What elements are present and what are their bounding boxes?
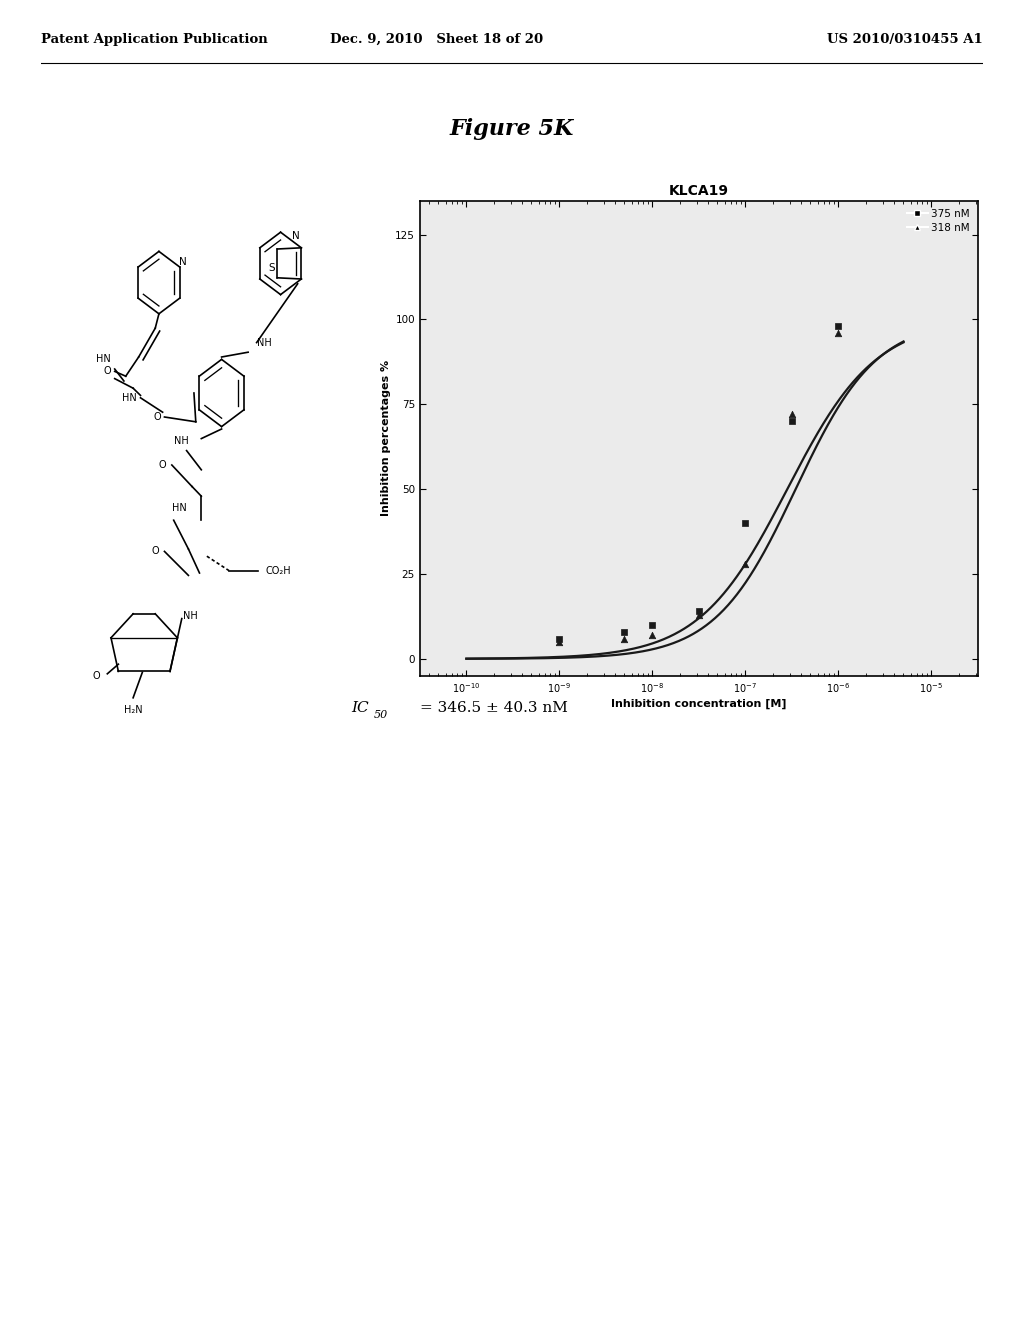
Point [691,601,708,622]
Text: S: S [268,263,275,273]
Text: US 2010/0310455 A1: US 2010/0310455 A1 [827,33,983,46]
Point [737,512,754,533]
Point [616,628,633,649]
Point [691,605,708,626]
Text: N: N [292,231,300,240]
Text: HN: HN [172,503,186,513]
Text: O: O [103,367,112,376]
Text: O: O [154,412,161,422]
Text: O: O [92,671,100,681]
Text: HN: HN [96,354,111,364]
Text: IC: IC [351,701,369,714]
Text: Dec. 9, 2010   Sheet 18 of 20: Dec. 9, 2010 Sheet 18 of 20 [330,33,543,46]
Text: Figure 5K: Figure 5K [450,119,574,140]
Text: N: N [179,257,187,267]
X-axis label: Inhibition concentration [M]: Inhibition concentration [M] [611,698,786,709]
Legend: 375 nM, 318 nM: 375 nM, 318 nM [904,206,973,236]
Point [644,624,660,645]
Point [616,622,633,643]
Text: Patent Application Publication: Patent Application Publication [41,33,267,46]
Text: CO₂H: CO₂H [266,565,292,576]
Text: 50: 50 [374,710,388,719]
Point [737,553,754,574]
Point [830,322,847,343]
Point [551,631,567,652]
Text: O: O [159,459,167,470]
Text: = 346.5 ± 40.3 nM: = 346.5 ± 40.3 nM [420,701,567,714]
Point [551,628,567,649]
Text: O: O [152,546,159,557]
Text: H₂N: H₂N [124,705,142,715]
Point [830,315,847,337]
Text: NH: NH [257,338,271,347]
Point [644,614,660,635]
Text: NH: NH [174,436,188,446]
Point [783,411,800,432]
Point [783,404,800,425]
Text: NH: NH [183,611,198,622]
Title: KLCA19: KLCA19 [669,183,729,198]
Text: HN: HN [122,393,137,403]
Y-axis label: Inhibition percentages %: Inhibition percentages % [381,360,391,516]
